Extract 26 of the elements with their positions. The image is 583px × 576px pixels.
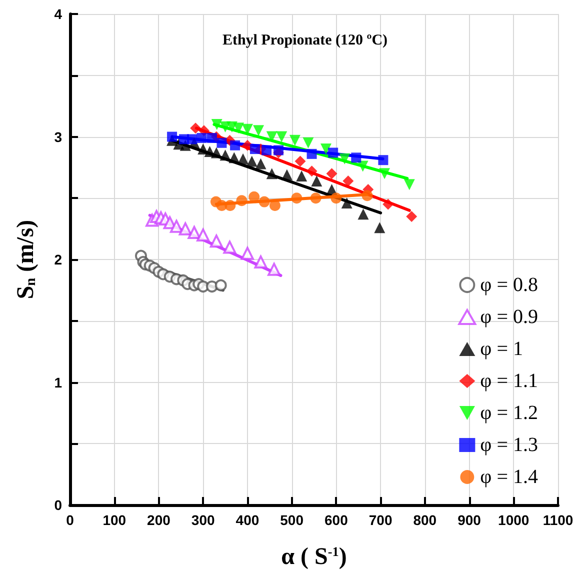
legend-label: φ = 0.9 — [480, 306, 538, 328]
y-tick-label: 2 — [54, 252, 62, 268]
x-tick-label: 900 — [458, 512, 482, 528]
x-tick-label: 200 — [147, 512, 171, 528]
legend-label: φ = 1.2 — [480, 402, 538, 424]
x-tick-label: 400 — [236, 512, 260, 528]
legend-label: φ = 1.3 — [480, 434, 538, 456]
x-tick-label: 100 — [102, 512, 126, 528]
x-tick-label: 0 — [66, 512, 74, 528]
x-tick-label: 700 — [368, 512, 392, 528]
legend-label: φ = 0.8 — [480, 274, 538, 296]
legend-label: φ = 1 — [480, 338, 524, 360]
x-tick-label: 800 — [413, 512, 437, 528]
y-axis-title: Sn (m/s) — [13, 220, 39, 300]
legend-label: φ = 1.1 — [480, 370, 538, 392]
x-tick-label: 300 — [191, 512, 215, 528]
y-tick-label: 0 — [54, 497, 62, 513]
legend-label: φ = 1.4 — [480, 466, 538, 488]
y-tick-label: 4 — [54, 6, 62, 22]
x-tick-label: 600 — [324, 512, 348, 528]
text: Ethyl Propionate (120 ºC) — [222, 32, 388, 48]
y-tick-label: 1 — [54, 374, 62, 390]
y-tick-label: 3 — [54, 128, 62, 145]
x-tick-label: 1100 — [542, 512, 574, 528]
x-tick-label: 1000 — [498, 512, 530, 528]
x-tick-label: 500 — [280, 512, 304, 528]
